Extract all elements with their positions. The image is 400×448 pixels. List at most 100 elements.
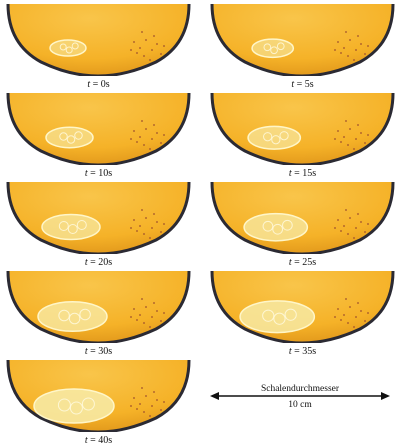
particle-dot <box>367 223 369 225</box>
particle-dot <box>149 326 151 328</box>
particle-dot <box>153 302 155 304</box>
dish-rim <box>210 182 395 254</box>
petri-dish-image <box>210 182 395 254</box>
particle-dot <box>145 306 147 308</box>
particle-dot <box>139 47 141 49</box>
particle-dot <box>153 391 155 393</box>
particle-dot <box>156 221 158 223</box>
particle-dot <box>163 223 165 225</box>
particle-dot <box>355 49 357 51</box>
particle-dot <box>357 302 359 304</box>
particle-dot <box>340 319 342 321</box>
particle-dot <box>133 397 135 399</box>
particle-dot <box>149 148 151 150</box>
frame-caption: t = 0s <box>87 79 110 90</box>
particle-dot <box>143 55 145 57</box>
colony-ring <box>263 43 272 52</box>
particle-dot <box>353 237 355 239</box>
particle-dot <box>141 209 143 211</box>
particle-dot <box>367 312 369 314</box>
particle-dot <box>349 39 351 41</box>
colony-ring <box>262 220 274 232</box>
particle-dot <box>364 320 366 322</box>
particle-dot <box>337 130 339 132</box>
particle-dot <box>357 35 359 37</box>
particle-dot <box>343 225 345 227</box>
particle-dot <box>163 312 165 314</box>
particle-dot <box>149 237 151 239</box>
dish-rim <box>6 4 191 76</box>
particle-dot <box>345 31 347 33</box>
particle-dot <box>133 219 135 221</box>
dish-frame-t35 <box>210 271 395 343</box>
dish-rim <box>6 360 191 432</box>
dish-rim <box>6 271 191 343</box>
particle-dot <box>136 319 138 321</box>
particle-dot <box>343 136 345 138</box>
dish-body <box>212 4 393 76</box>
colony-ring <box>263 132 273 142</box>
frame-caption: t = 40s <box>84 435 113 446</box>
particle-dot <box>355 227 357 229</box>
particle-dot <box>360 221 362 223</box>
particle-dot <box>347 55 349 57</box>
colony-ring <box>270 46 278 55</box>
particle-dot <box>347 144 349 146</box>
particle-dot <box>163 45 165 47</box>
particle-dot <box>160 231 162 233</box>
particle-dot <box>136 141 138 143</box>
particle-dot <box>151 49 153 51</box>
particle-dot <box>345 120 347 122</box>
particle-dot <box>343 47 345 49</box>
frame-caption: t = 25s <box>288 257 317 268</box>
colony-region <box>243 212 309 242</box>
particle-dot <box>141 31 143 33</box>
dish-frame-t5 <box>210 4 395 76</box>
particle-dot <box>347 233 349 235</box>
particle-dot <box>353 59 355 61</box>
particle-dot <box>349 306 351 308</box>
particle-dot <box>139 136 141 138</box>
petri-dish-image <box>6 182 191 254</box>
scale-bar: Schalendurchmesser 10 cm <box>210 384 390 410</box>
particle-dot <box>357 124 359 126</box>
colony-ring <box>272 223 284 235</box>
particle-dot <box>153 213 155 215</box>
dish-rim <box>210 271 395 343</box>
particle-dot <box>143 411 145 413</box>
particle-dot <box>130 316 132 318</box>
colony-ring <box>81 397 95 411</box>
particle-dot <box>133 308 135 310</box>
colony-region <box>239 300 316 334</box>
particle-dot <box>334 138 336 140</box>
colony-ring <box>59 132 68 141</box>
particle-dot <box>349 217 351 219</box>
particle-dot <box>160 320 162 322</box>
particle-dot <box>337 41 339 43</box>
particle-dot <box>337 219 339 221</box>
particle-dot <box>360 43 362 45</box>
colony-ring <box>71 42 79 50</box>
particle-dot <box>347 322 349 324</box>
particle-dot <box>130 49 132 51</box>
colony-ring <box>58 221 69 231</box>
particle-dot <box>139 314 141 316</box>
particle-dot <box>334 49 336 51</box>
colony-ring <box>69 401 83 415</box>
colony-ring <box>67 224 78 234</box>
colony-ring <box>57 398 71 412</box>
particle-dot <box>145 395 147 397</box>
colony-ring <box>79 308 91 321</box>
colony-region <box>45 126 94 149</box>
double-arrow-icon <box>210 392 390 400</box>
petri-dish-image <box>6 93 191 165</box>
dish-body <box>8 93 189 165</box>
particle-dot <box>345 298 347 300</box>
frame-caption: t = 20s <box>84 257 113 268</box>
particle-dot <box>130 405 132 407</box>
particle-dot <box>334 316 336 318</box>
particle-dot <box>156 399 158 401</box>
particle-dot <box>156 43 158 45</box>
particle-dot <box>364 142 366 144</box>
particle-dot <box>360 310 362 312</box>
